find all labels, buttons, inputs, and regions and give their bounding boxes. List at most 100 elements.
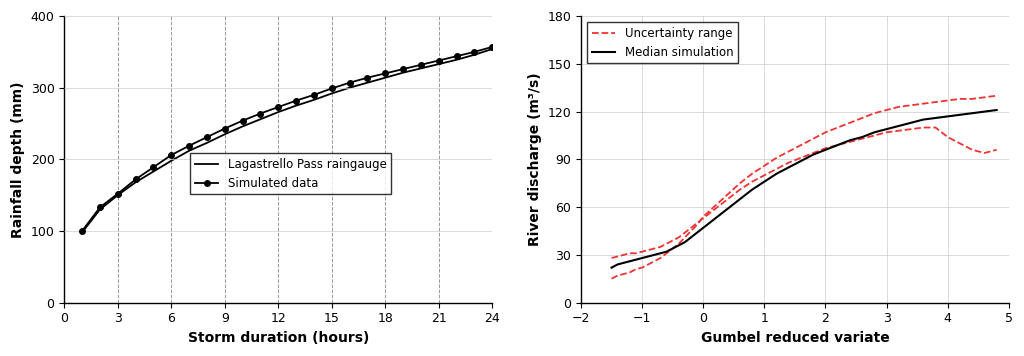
Simulated data	[183, 143, 196, 148]
Lagastrello Pass raingauge	[183, 149, 196, 153]
Lagastrello Pass raingauge	[201, 141, 213, 145]
Legend: Uncertainty range, Median simulation: Uncertainty range, Median simulation	[587, 22, 738, 63]
Line: Median simulation: Median simulation	[611, 110, 996, 268]
Median simulation	[722, 206, 734, 211]
Median simulation	[679, 240, 691, 244]
Median simulation	[673, 243, 685, 247]
Y-axis label: River discharge (m³/s): River discharge (m³/s)	[527, 73, 542, 246]
Median simulation	[697, 226, 710, 230]
Uncertainty range	[770, 156, 782, 160]
Uncertainty range	[978, 95, 990, 99]
Simulated data	[308, 93, 321, 97]
Uncertainty range	[611, 273, 624, 278]
Median simulation	[807, 152, 819, 157]
Median simulation	[930, 116, 942, 120]
Simulated data	[237, 119, 249, 123]
Simulated data	[451, 54, 463, 58]
Uncertainty range	[942, 98, 954, 103]
Median simulation	[648, 253, 660, 257]
Simulated data	[165, 153, 177, 157]
Median simulation	[905, 121, 918, 125]
Uncertainty range	[642, 262, 654, 267]
Lagastrello Pass raingauge	[237, 124, 249, 129]
Median simulation	[605, 266, 617, 270]
Uncertainty range	[831, 125, 844, 130]
Median simulation	[734, 197, 746, 201]
Simulated data	[218, 126, 230, 131]
Lagastrello Pass raingauge	[290, 104, 302, 108]
Uncertainty range	[795, 143, 807, 147]
X-axis label: Storm duration (hours): Storm duration (hours)	[187, 331, 369, 345]
Median simulation	[881, 127, 893, 131]
Median simulation	[856, 135, 868, 139]
Uncertainty range	[893, 105, 905, 109]
Lagastrello Pass raingauge	[451, 58, 463, 62]
Uncertainty range	[691, 222, 703, 227]
Line: Lagastrello Pass raingauge: Lagastrello Pass raingauge	[82, 49, 493, 232]
Simulated data	[112, 192, 124, 196]
Median simulation	[746, 188, 759, 192]
Uncertainty range	[990, 94, 1002, 98]
Uncertainty range	[930, 100, 942, 104]
Median simulation	[844, 138, 856, 142]
Simulated data	[290, 99, 302, 103]
Median simulation	[831, 143, 844, 147]
Simulated data	[361, 75, 374, 80]
Uncertainty range	[807, 137, 819, 141]
Median simulation	[691, 230, 703, 235]
Simulated data	[486, 45, 499, 49]
Median simulation	[819, 148, 831, 152]
Uncertainty range	[636, 266, 648, 270]
Median simulation	[642, 254, 654, 258]
Lagastrello Pass raingauge	[468, 53, 480, 57]
Lagastrello Pass raingauge	[308, 98, 321, 102]
Legend: Lagastrello Pass raingauge, Simulated data: Lagastrello Pass raingauge, Simulated da…	[190, 153, 391, 194]
Uncertainty range	[697, 215, 710, 219]
Median simulation	[654, 251, 667, 255]
Uncertainty range	[844, 121, 856, 125]
Median simulation	[630, 257, 642, 262]
Lagastrello Pass raingauge	[272, 110, 285, 114]
Uncertainty range	[966, 97, 978, 101]
Uncertainty range	[905, 103, 918, 108]
Lagastrello Pass raingauge	[432, 62, 444, 66]
Median simulation	[795, 159, 807, 163]
Lagastrello Pass raingauge	[112, 193, 124, 197]
Simulated data	[272, 105, 285, 109]
Uncertainty range	[881, 108, 893, 112]
Median simulation	[685, 235, 697, 240]
Lagastrello Pass raingauge	[415, 66, 427, 70]
Simulated data	[94, 205, 106, 209]
Median simulation	[758, 179, 770, 184]
Lagastrello Pass raingauge	[486, 47, 499, 51]
Uncertainty range	[605, 277, 617, 281]
Median simulation	[624, 259, 636, 263]
Lagastrello Pass raingauge	[129, 180, 141, 184]
Uncertainty range	[819, 130, 831, 135]
Lagastrello Pass raingauge	[147, 169, 160, 174]
Simulated data	[432, 58, 444, 63]
Uncertainty range	[856, 116, 868, 120]
Lagastrello Pass raingauge	[326, 91, 338, 96]
Lagastrello Pass raingauge	[165, 159, 177, 163]
Uncertainty range	[617, 272, 630, 276]
Uncertainty range	[654, 256, 667, 260]
Line: Simulated data: Simulated data	[79, 44, 495, 234]
Uncertainty range	[630, 267, 642, 271]
Simulated data	[326, 86, 338, 90]
Median simulation	[617, 261, 630, 265]
Uncertainty range	[673, 242, 685, 246]
Lagastrello Pass raingauge	[343, 85, 355, 90]
Lagastrello Pass raingauge	[361, 80, 374, 85]
Uncertainty range	[722, 192, 734, 197]
Median simulation	[990, 108, 1002, 112]
Uncertainty range	[667, 246, 679, 251]
Uncertainty range	[660, 251, 673, 255]
Uncertainty range	[868, 111, 881, 115]
Uncertainty range	[746, 172, 759, 176]
Simulated data	[129, 177, 141, 182]
Lagastrello Pass raingauge	[218, 132, 230, 136]
Uncertainty range	[679, 235, 691, 240]
Simulated data	[415, 63, 427, 67]
Median simulation	[782, 165, 795, 169]
